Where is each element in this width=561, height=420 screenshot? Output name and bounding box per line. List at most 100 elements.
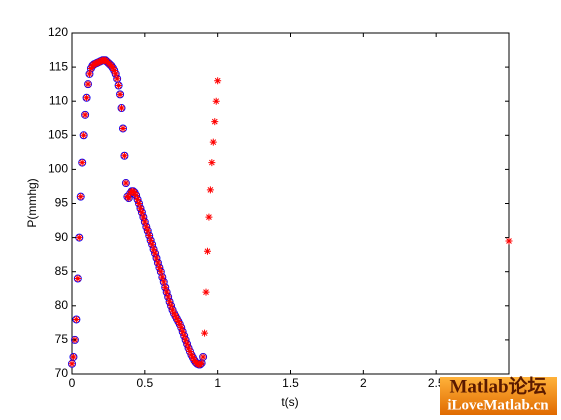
point — [206, 186, 214, 194]
point — [93, 59, 101, 67]
point — [180, 332, 188, 340]
y-tick-label: 110 — [49, 93, 68, 107]
point — [179, 328, 187, 336]
point — [138, 208, 146, 216]
point — [164, 293, 172, 301]
point — [110, 67, 118, 75]
watermark-box — [440, 377, 557, 415]
point — [145, 232, 153, 240]
point — [144, 227, 152, 235]
point — [113, 75, 121, 83]
watermark-title: Matlab论坛 — [449, 374, 546, 397]
y-axis-label: P(mmhg) — [25, 178, 39, 227]
point — [112, 70, 120, 78]
point — [90, 60, 98, 68]
y-tick-label: 100 — [48, 162, 68, 176]
point — [134, 195, 142, 203]
point — [78, 159, 86, 167]
y-tick-label: 80 — [55, 298, 69, 312]
point — [169, 306, 177, 314]
point — [211, 118, 219, 126]
x-tick-label: 0.5 — [136, 376, 153, 390]
point — [203, 247, 211, 255]
point — [139, 213, 147, 221]
point — [176, 320, 184, 328]
x-tick-label: 1.5 — [282, 376, 299, 390]
y-tick-label: 105 — [48, 127, 68, 141]
y-tick-label: 95 — [55, 196, 69, 210]
y-tick-label: 85 — [55, 264, 69, 278]
point — [158, 273, 166, 281]
point — [135, 200, 143, 207]
y-tick-label: 120 — [48, 25, 68, 39]
point — [77, 193, 85, 201]
point — [69, 353, 77, 361]
point — [87, 64, 95, 72]
point — [147, 236, 155, 244]
point — [116, 90, 124, 98]
point — [182, 336, 190, 344]
point — [148, 240, 156, 248]
point — [85, 70, 93, 78]
point — [187, 351, 195, 359]
point — [177, 324, 185, 332]
x-tick-label: 1 — [214, 376, 221, 390]
point — [122, 179, 130, 187]
point — [81, 111, 89, 119]
point — [173, 315, 181, 323]
point — [119, 124, 127, 132]
watermark: Matlab论坛 iLoveMatlab.cn — [440, 374, 557, 415]
y-tick-label: 70 — [55, 366, 69, 380]
point — [198, 359, 206, 367]
point — [80, 131, 88, 139]
point — [171, 312, 179, 320]
point — [199, 353, 207, 361]
point — [161, 283, 169, 291]
point — [120, 152, 128, 160]
point — [141, 218, 149, 226]
point — [74, 275, 82, 283]
point — [154, 259, 162, 267]
point — [94, 58, 102, 66]
point — [202, 288, 210, 296]
point — [193, 360, 201, 368]
point — [155, 264, 163, 272]
x-tick-label: 2 — [360, 376, 367, 390]
point — [125, 194, 133, 202]
point — [142, 223, 150, 231]
point — [189, 354, 197, 362]
plot-area — [71, 32, 510, 375]
watermark-url: iLoveMatlab.cn — [447, 397, 549, 413]
point — [201, 329, 209, 337]
y-tick-label: 115 — [49, 59, 68, 73]
point — [170, 309, 178, 317]
point — [118, 104, 126, 112]
point — [183, 340, 191, 348]
point — [505, 237, 513, 245]
point — [131, 189, 139, 197]
point — [160, 278, 168, 286]
point — [157, 268, 165, 276]
point — [96, 58, 104, 66]
point — [132, 191, 140, 199]
point — [209, 138, 217, 146]
point — [167, 302, 175, 310]
point — [174, 317, 182, 325]
point — [75, 234, 83, 242]
point — [115, 82, 123, 90]
point — [91, 60, 99, 68]
y-tick-label: 75 — [55, 332, 69, 346]
point — [186, 347, 194, 355]
point — [151, 249, 159, 257]
y-tick-label: 90 — [55, 230, 69, 244]
point — [83, 94, 91, 102]
point — [68, 360, 76, 368]
point — [185, 344, 193, 352]
point — [72, 315, 80, 323]
point — [97, 57, 105, 65]
point — [205, 213, 213, 221]
x-axis-label: t(s) — [281, 395, 298, 409]
point — [109, 64, 117, 72]
point — [136, 204, 144, 212]
